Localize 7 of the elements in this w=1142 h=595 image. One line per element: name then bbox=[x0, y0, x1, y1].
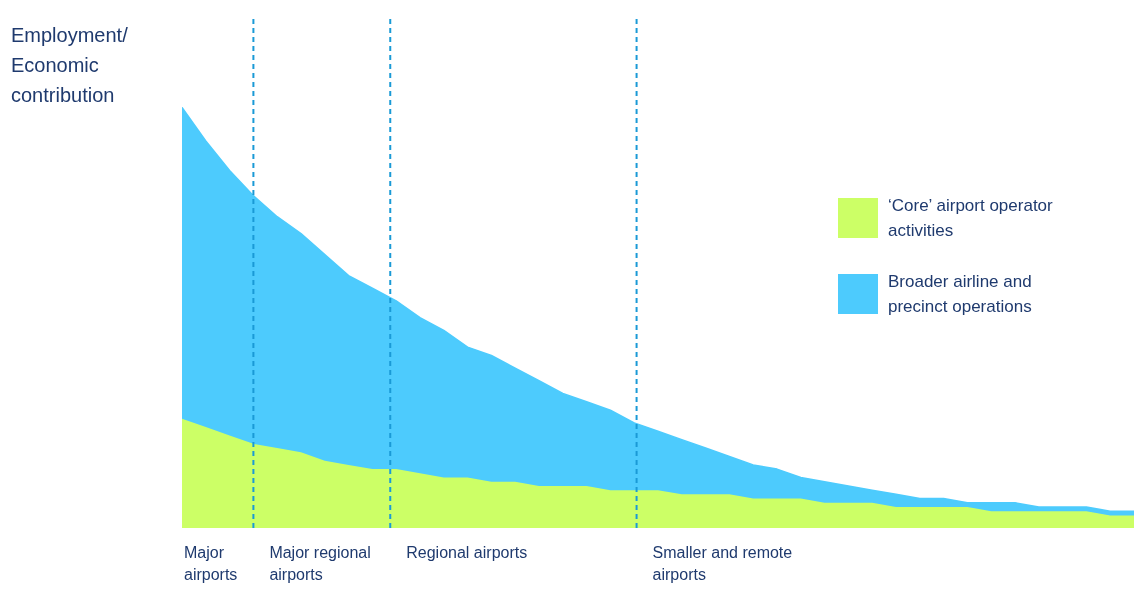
text: Smaller and remote airports bbox=[652, 543, 794, 585]
text: Major airports bbox=[184, 543, 239, 585]
legend-label: Broader airline and precinct operations bbox=[888, 271, 1033, 318]
text: Major regional airports bbox=[269, 543, 372, 585]
legend-label: ‘Core’ airport operator activities bbox=[888, 195, 1054, 242]
y-axis-title: Employment/ Economic contribution bbox=[11, 23, 129, 108]
text: Regional airports bbox=[406, 543, 529, 563]
